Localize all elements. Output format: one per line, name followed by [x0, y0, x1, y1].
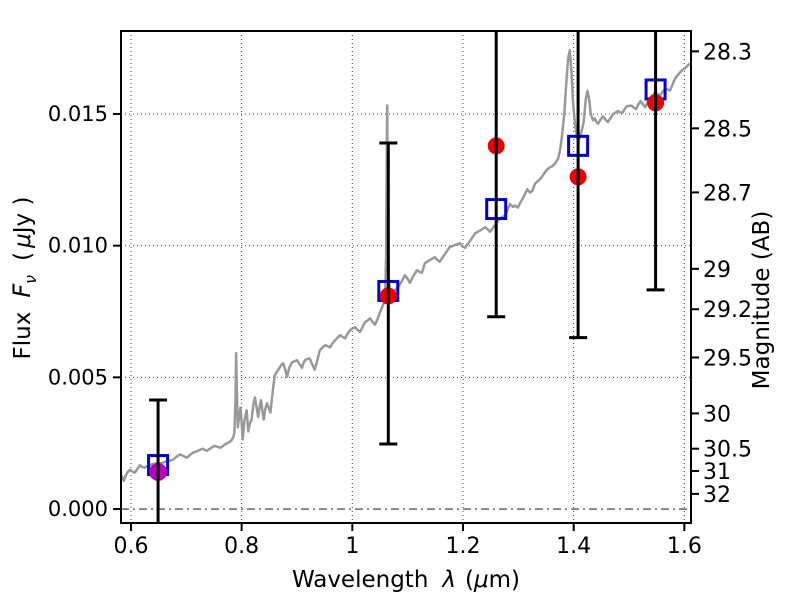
magnitude-tick-label: 32: [703, 483, 731, 508]
y-tick-label: 0.015: [48, 102, 108, 126]
axis-ticks: 0.000 0.005 0.010 0.015 0.6 0.8 1 1.2 1.4 1.6 28.3…: [48, 40, 752, 559]
x-tick-label: 1.2: [446, 534, 481, 559]
error-bars-layer: [149, 31, 665, 523]
magnitude-tick-label: 29: [703, 258, 731, 283]
y-tick-label: 0.010: [48, 234, 108, 258]
right-axis-title: Magnitude (AB): [749, 211, 775, 390]
x-tick-label: 0.8: [224, 534, 259, 559]
magnitude-tick-label: 29.2: [703, 298, 752, 323]
x-tick-label: 1: [345, 534, 359, 559]
magnitude-tick-label: 31: [703, 460, 731, 485]
y-axis-title: FluxFν(μJy ): [8, 197, 40, 360]
magnitude-tick-label: 30: [703, 402, 731, 427]
x-tick-label: 1.6: [667, 534, 702, 559]
magnitude-tick-label: 29.5: [703, 346, 752, 371]
magnitude-tick-label: 28.7: [703, 181, 752, 206]
plot-frame: [120, 30, 692, 524]
x-tick-label: 0.6: [113, 534, 148, 559]
magnitude-tick-label: 28.5: [703, 117, 752, 142]
gridlines: [121, 31, 691, 523]
magnitude-tick-label: 30.5: [703, 438, 752, 463]
x-axis-title: Wavelength λ (μm): [292, 567, 520, 593]
y-tick-label: 0.005: [48, 365, 108, 389]
x-tick-label: 1.4: [556, 534, 591, 559]
y-tick-label: 0.000: [48, 497, 108, 521]
magnitude-tick-label: 28.3: [703, 40, 752, 65]
